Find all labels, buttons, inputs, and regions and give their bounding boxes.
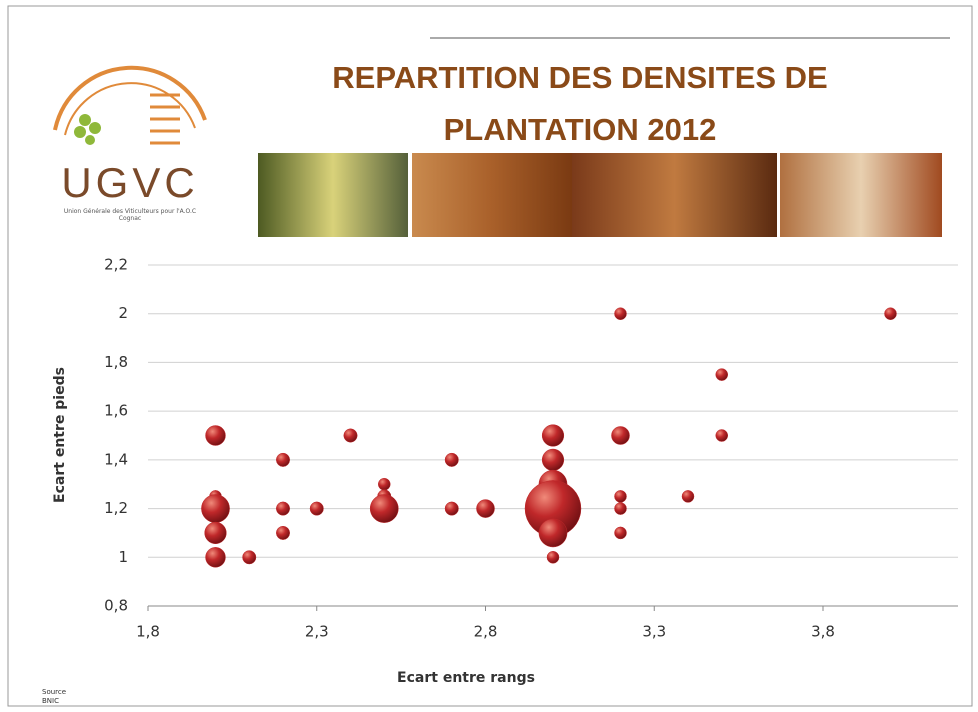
header-images — [258, 153, 942, 237]
bubble — [204, 521, 227, 544]
bubble — [614, 307, 627, 320]
bubble — [611, 426, 630, 445]
y-tick-label: 0,8 — [104, 597, 128, 615]
bubble — [681, 490, 695, 503]
bubble — [538, 518, 568, 548]
bubble — [276, 452, 290, 467]
bubble — [614, 502, 627, 515]
bubble — [276, 525, 290, 540]
x-tick-label: 1,8 — [136, 623, 160, 641]
x-tick-label: 2,8 — [474, 623, 498, 641]
bubble — [614, 526, 627, 540]
bubble — [378, 477, 391, 491]
x-tick-label: 2,3 — [305, 623, 329, 641]
y-tick-label: 2,2 — [104, 256, 128, 274]
bubble — [546, 551, 560, 564]
bubble — [715, 368, 728, 381]
bubble — [476, 499, 495, 518]
bubble — [541, 424, 565, 447]
chart-title: REPARTITION DES DENSITES DE PLANTATION 2… — [332, 60, 828, 147]
bubble — [205, 547, 226, 568]
y-tick-label: 2 — [118, 304, 128, 322]
logo-subtitle: Union Générale des Viticulteurs pour l'A… — [63, 208, 197, 222]
y-tick-label: 1,2 — [104, 499, 128, 517]
slide-border — [7, 5, 973, 707]
source-label: Source — [42, 688, 66, 696]
bubble — [343, 428, 358, 443]
source-name: BNIC — [42, 697, 59, 705]
bubble — [276, 501, 290, 516]
x-tick-label: 3,3 — [642, 623, 666, 641]
y-axis-label: Ecart entre pieds — [52, 367, 68, 503]
bubble — [309, 501, 324, 516]
bubble — [541, 448, 565, 471]
bubble — [444, 501, 459, 516]
bubble — [614, 490, 627, 503]
y-tick-label: 1 — [118, 548, 128, 566]
bubble — [715, 429, 728, 442]
bubble — [444, 452, 459, 467]
x-tick-label: 3,8 — [811, 623, 835, 641]
bubble — [242, 550, 257, 565]
y-tick-label: 1,4 — [104, 450, 128, 468]
bubble — [201, 494, 230, 523]
y-tick-label: 1,6 — [104, 402, 128, 420]
logo-name: UGVC — [61, 159, 198, 206]
y-tick-label: 1,8 — [104, 353, 128, 371]
logo: UGVC Union Générale des Viticulteurs pou… — [53, 65, 207, 222]
bubble — [205, 425, 226, 446]
bubble — [369, 494, 399, 523]
bubble — [884, 307, 897, 320]
x-axis-label: Ecart entre rangs — [397, 670, 535, 686]
